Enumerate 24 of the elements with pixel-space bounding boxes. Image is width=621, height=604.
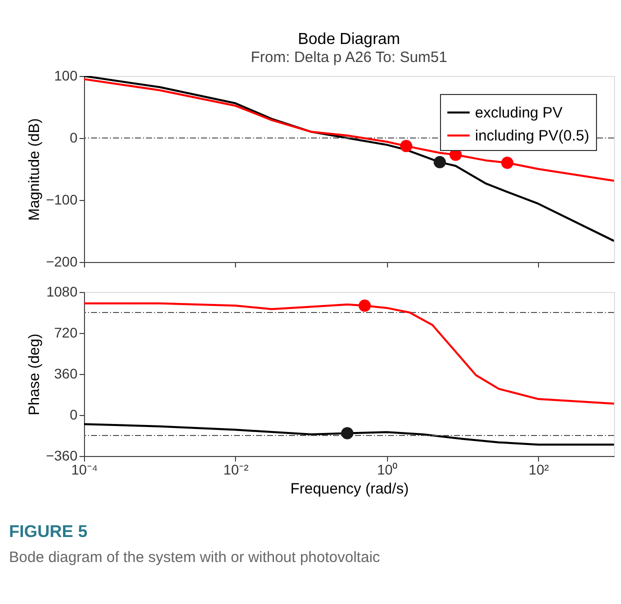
caption: FIGURE 5 [9,522,88,541]
y-axis-title: Phase (deg) [26,334,43,416]
x-tick-label: 10⁰ [377,462,398,478]
point [501,156,514,169]
x-tick-label: 10⁻⁴ [71,462,98,478]
chart-subtitle: From: Delta p A26 To: Sum51 [250,49,448,66]
text: Bode diagram of the system with or without photovoltaic [9,549,381,566]
x-tick-label: 10² [528,462,550,478]
x-axis-title: Frequency (rad/s) [290,480,409,498]
y-tick-label: 0 [70,406,78,422]
y-tick-label: 0 [70,130,78,146]
y-tick-label: −100 [46,192,78,208]
y-tick-label: −360 [46,448,78,464]
y-tick-label: 100 [54,68,78,84]
y-tick-label: −200 [46,254,78,270]
legend-label: excluding PV [475,104,563,122]
y-tick-label: 720 [54,324,78,340]
legend-label: including PV(0.5) [475,128,590,144]
x-tick-label: 10⁻² [223,462,249,478]
y-tick-label: 1080 [46,284,78,300]
y-tick-label: 360 [54,366,78,382]
y-axis-title: Magnitude (dB) [26,118,43,221]
point [400,140,412,152]
chart-title: Bode Diagram [298,31,400,48]
